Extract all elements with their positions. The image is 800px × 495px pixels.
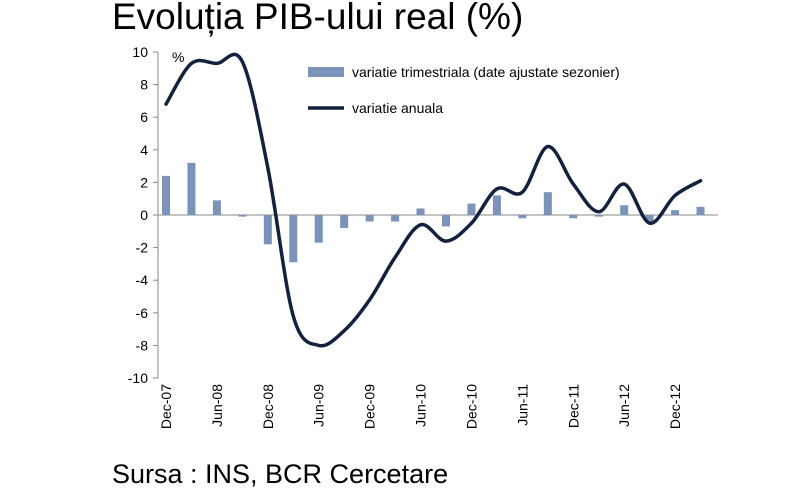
- bar: [162, 175, 170, 215]
- annual-change-line: [164, 52, 703, 348]
- legend-label-line: variatie anuala: [352, 100, 443, 116]
- legend-swatch-bar: [308, 67, 344, 77]
- y-tick-label: 2: [140, 174, 148, 190]
- bar: [543, 192, 552, 215]
- bar: [645, 215, 654, 222]
- y-tick-label: 6: [140, 109, 148, 125]
- bar: [238, 215, 247, 217]
- bar-series: [162, 162, 705, 263]
- x-tick-label: Dec-11: [565, 384, 581, 428]
- bar: [391, 215, 400, 222]
- x-tick-label: Dec-10: [463, 384, 479, 429]
- y-tick-label: 10: [132, 44, 148, 60]
- x-tick-label: Jun-12: [616, 384, 632, 427]
- bar: [416, 208, 425, 215]
- bar: [696, 206, 705, 215]
- y-tick-label: -4: [136, 272, 149, 288]
- y-tick-label: 8: [140, 77, 148, 93]
- bar: [594, 215, 603, 217]
- bar: [340, 215, 349, 229]
- y-tick-label: 0: [140, 207, 148, 223]
- bar: [569, 215, 578, 219]
- x-tick-label: Dec-12: [667, 384, 683, 429]
- chart-title: Evoluția PIB-ului real (%): [112, 0, 524, 37]
- legend: variatie trimestriala (date ajustate sez…: [308, 64, 620, 116]
- x-tick-label: Dec-09: [362, 384, 378, 429]
- bar: [671, 210, 680, 215]
- bar: [492, 195, 501, 215]
- x-tick-label: Dec-07: [158, 384, 174, 429]
- bar: [314, 215, 323, 243]
- legend-label-bar: variatie trimestriala (date ajustate sez…: [352, 64, 620, 80]
- y-unit-label: %: [172, 49, 184, 65]
- bar: [620, 205, 629, 215]
- bar: [187, 162, 196, 215]
- bar: [263, 215, 272, 245]
- source-note: Sursa : INS, BCR Cercetare: [112, 459, 449, 489]
- x-tick-label: Jun-11: [514, 384, 530, 426]
- axes: 10 8 6 4 2 0 -2 -4 -6 -8 -10% Dec-07 Jun-08 Dec-08 Jun…: [128, 44, 718, 429]
- x-tick-label: Jun-09: [311, 384, 327, 427]
- bar: [467, 203, 476, 215]
- y-tick-label: 4: [140, 142, 148, 158]
- x-tick-label: Jun-10: [413, 384, 429, 427]
- x-tick-label: Dec-08: [260, 384, 276, 429]
- x-tick-label: Jun-08: [209, 384, 225, 427]
- y-tick-label: -8: [136, 337, 149, 353]
- bar: [212, 200, 221, 215]
- bar: [518, 215, 527, 219]
- line-series: [164, 52, 703, 348]
- y-tick-label: -2: [136, 240, 149, 256]
- y-tick-label: -6: [136, 305, 149, 321]
- y-tick-label: -10: [128, 370, 148, 386]
- bar: [442, 215, 450, 227]
- bar: [365, 215, 374, 222]
- bar: [289, 215, 298, 263]
